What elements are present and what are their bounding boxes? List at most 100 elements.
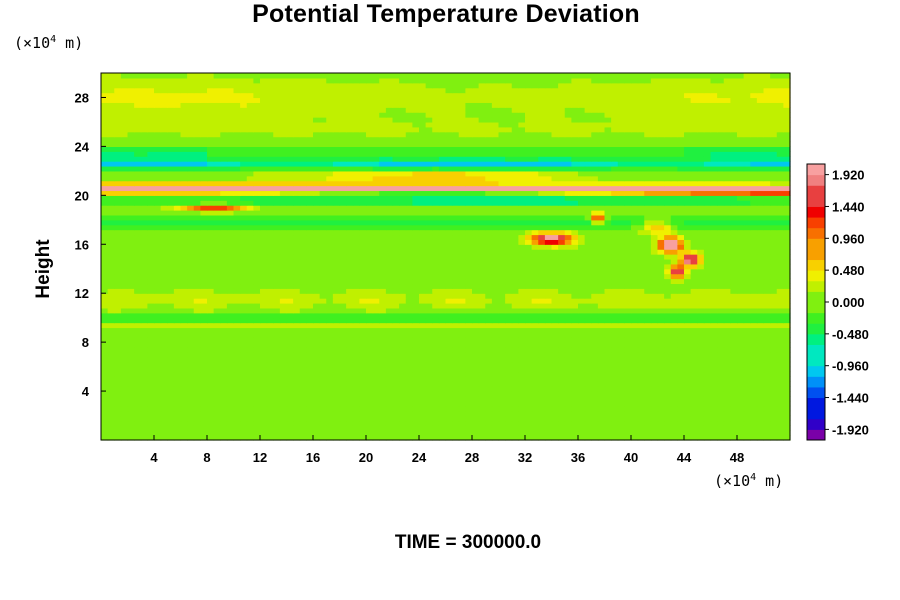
heatmap-cell xyxy=(710,400,718,407)
heatmap-cell xyxy=(385,258,394,265)
heatmap-cell xyxy=(173,263,182,270)
heatmap-cell xyxy=(193,356,201,363)
heatmap-cell xyxy=(465,307,473,314)
heatmap-cell xyxy=(346,356,354,363)
heatmap-cell xyxy=(107,273,115,280)
heatmap-cell xyxy=(352,435,360,441)
heatmap-cell xyxy=(558,381,566,387)
heatmap-cell xyxy=(220,322,228,329)
heatmap-cell xyxy=(399,273,407,280)
heatmap-cell xyxy=(478,356,486,363)
heatmap-cell xyxy=(544,342,553,348)
heatmap-cell xyxy=(240,288,248,294)
heatmap-cell xyxy=(385,254,394,260)
heatmap-cell xyxy=(505,317,513,324)
heatmap-cell xyxy=(465,415,473,422)
heatmap-cell xyxy=(525,210,533,216)
heatmap-cell xyxy=(266,371,274,377)
heatmap-cell xyxy=(326,254,334,260)
heatmap-cell xyxy=(359,283,367,289)
heatmap-cell xyxy=(385,298,394,304)
heatmap-cell xyxy=(763,229,771,236)
heatmap-cell xyxy=(220,391,228,397)
heatmap-cell xyxy=(233,293,241,299)
heatmap-cell xyxy=(783,386,791,392)
heatmap-cell xyxy=(485,283,493,289)
heatmap-cell xyxy=(200,234,208,240)
heatmap-cell xyxy=(770,273,778,280)
heatmap-cell xyxy=(313,263,321,270)
heatmap-cell xyxy=(518,268,526,275)
heatmap-cell xyxy=(558,322,566,329)
heatmap-cell xyxy=(313,337,321,343)
heatmap-cell xyxy=(697,234,705,240)
heatmap-cell xyxy=(392,317,400,324)
heatmap-cell xyxy=(226,342,235,348)
heatmap-cell xyxy=(578,376,586,382)
heatmap-cell xyxy=(531,332,539,338)
heatmap-cell xyxy=(684,283,692,289)
heatmap-cell xyxy=(266,351,274,358)
heatmap-cell xyxy=(432,210,440,216)
heatmap-cell xyxy=(167,214,175,221)
heatmap-cell xyxy=(670,249,678,255)
heatmap-cell xyxy=(723,307,731,314)
heatmap-cell xyxy=(399,302,407,309)
heatmap-cell xyxy=(650,224,659,231)
heatmap-cell xyxy=(597,430,606,436)
heatmap-cell xyxy=(101,420,109,426)
heatmap-cell xyxy=(776,244,784,250)
heatmap-cell xyxy=(306,239,314,245)
heatmap-cell xyxy=(339,312,347,319)
heatmap-cell xyxy=(445,400,453,407)
heatmap-cell xyxy=(617,376,625,382)
heatmap-cell xyxy=(743,386,751,392)
heatmap-cell xyxy=(770,210,778,216)
heatmap-cell xyxy=(114,298,122,304)
heatmap-cell xyxy=(604,293,612,299)
heatmap-cell xyxy=(352,395,360,402)
heatmap-cell xyxy=(193,249,201,255)
heatmap-cell xyxy=(538,263,546,270)
heatmap-cell xyxy=(438,302,447,309)
heatmap-cell xyxy=(352,347,360,353)
heatmap-cell xyxy=(657,254,665,260)
heatmap-cell xyxy=(352,254,360,260)
heatmap-cell xyxy=(743,327,751,333)
heatmap-cell xyxy=(332,258,341,265)
heatmap-cell xyxy=(611,288,619,294)
heatmap-cell xyxy=(723,254,731,260)
heatmap-cell xyxy=(611,219,619,226)
heatmap-cell xyxy=(756,224,765,231)
heatmap-cell xyxy=(531,435,539,441)
heatmap-cell xyxy=(240,366,248,373)
heatmap-cell xyxy=(120,420,129,426)
heatmap-cell xyxy=(392,327,400,333)
heatmap-cell xyxy=(207,435,215,441)
heatmap-cell xyxy=(664,400,672,407)
heatmap-cell xyxy=(604,327,612,333)
heatmap-cell xyxy=(558,376,566,382)
heatmap-cell xyxy=(776,273,784,280)
heatmap-cell xyxy=(160,205,168,211)
heatmap-cell xyxy=(326,351,334,358)
heatmap-cell xyxy=(233,205,241,211)
heatmap-cell xyxy=(657,307,665,314)
heatmap-cell xyxy=(538,351,546,358)
heatmap-cell xyxy=(279,288,288,294)
heatmap-cell xyxy=(366,302,374,309)
heatmap-cell xyxy=(359,361,367,368)
heatmap-cell xyxy=(114,435,122,441)
heatmap-cell xyxy=(498,263,506,270)
heatmap-cell xyxy=(657,249,665,255)
heatmap-cell xyxy=(359,254,367,260)
heatmap-cell xyxy=(445,273,453,280)
heatmap-cell xyxy=(313,405,321,412)
heatmap-cell xyxy=(750,376,758,382)
heatmap-cell xyxy=(154,302,162,309)
heatmap-cell xyxy=(690,366,698,373)
heatmap-cell xyxy=(273,371,281,377)
heatmap-cell xyxy=(770,391,778,397)
heatmap-cell xyxy=(498,273,506,280)
heatmap-cell xyxy=(339,258,347,265)
